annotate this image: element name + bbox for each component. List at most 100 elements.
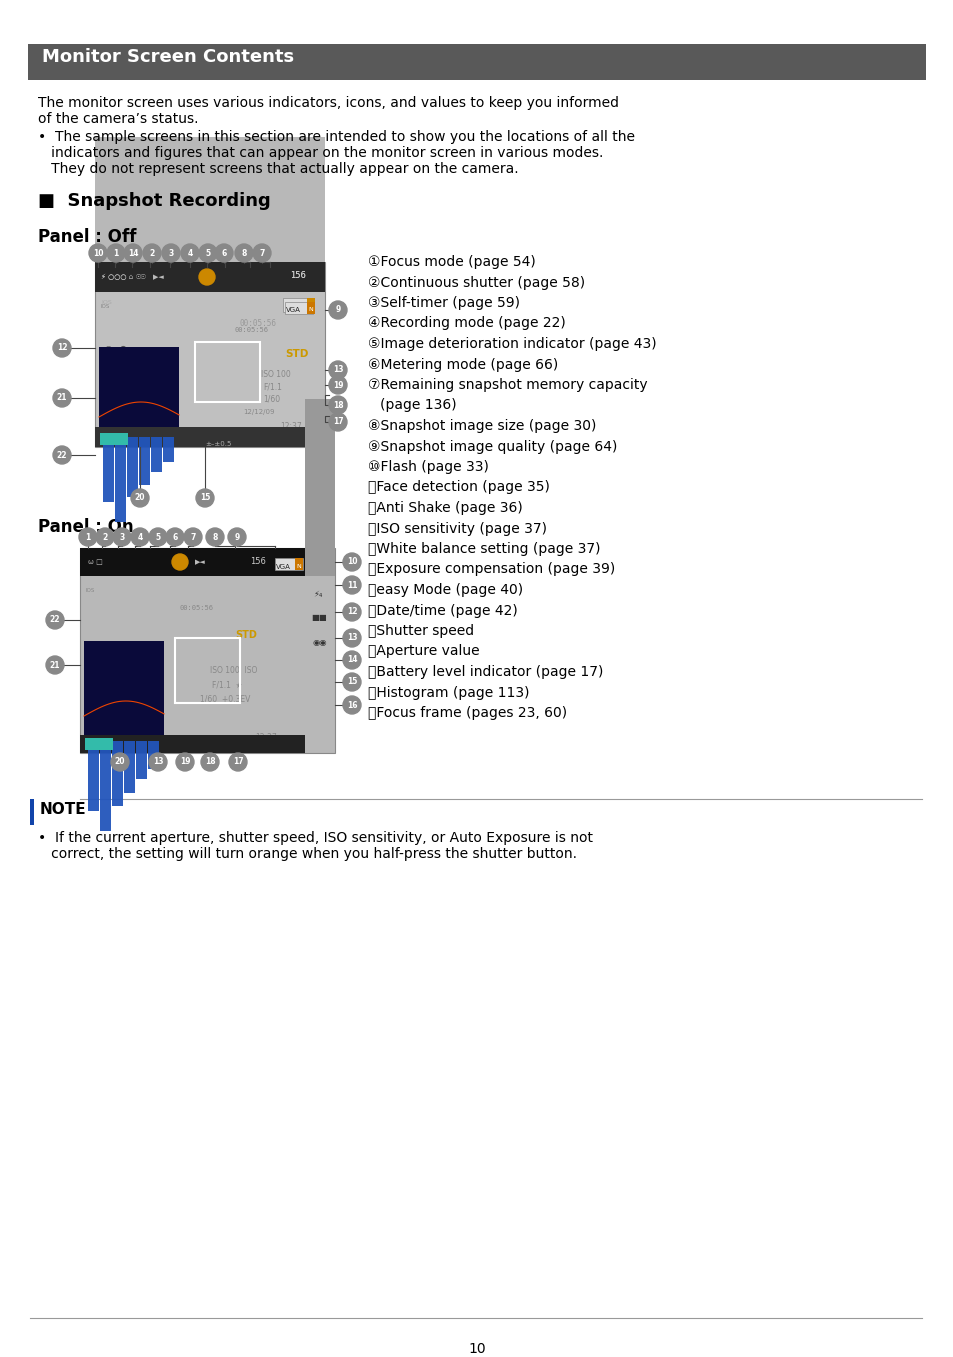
Circle shape xyxy=(172,554,188,570)
Text: ○—●: ○—● xyxy=(105,345,128,353)
Text: ⑮Exposure compensation (page 39): ⑮Exposure compensation (page 39) xyxy=(368,563,615,577)
Text: Panel : On: Panel : On xyxy=(38,518,133,536)
Text: 156: 156 xyxy=(250,558,266,566)
Circle shape xyxy=(79,528,97,546)
Circle shape xyxy=(89,244,107,262)
Circle shape xyxy=(206,528,224,546)
Text: •  The sample screens in this section are intended to show you the locations of : • The sample screens in this section are… xyxy=(38,130,635,144)
Text: 13: 13 xyxy=(333,365,343,375)
Text: Panel : Off: Panel : Off xyxy=(38,228,136,246)
Circle shape xyxy=(329,413,347,432)
Text: ⚡ ○○○ ⌂   ☉: ⚡ ○○○ ⌂ ☉ xyxy=(101,274,146,280)
Text: ISO 100: ISO 100 xyxy=(261,370,291,379)
Circle shape xyxy=(107,244,125,262)
Circle shape xyxy=(329,396,347,414)
Text: 6: 6 xyxy=(221,248,227,258)
Bar xyxy=(88,741,99,811)
Bar xyxy=(95,137,325,292)
Text: ⚡₄: ⚡₄ xyxy=(313,590,322,598)
Bar xyxy=(194,342,260,402)
Text: of the camera’s status.: of the camera’s status. xyxy=(38,113,198,126)
Text: 1: 1 xyxy=(85,532,91,541)
Text: 10: 10 xyxy=(468,1342,485,1356)
Text: 22: 22 xyxy=(50,616,60,624)
Text: 15: 15 xyxy=(199,494,210,502)
Text: 17: 17 xyxy=(233,757,243,767)
Circle shape xyxy=(199,269,214,285)
Text: 15: 15 xyxy=(347,677,356,687)
Circle shape xyxy=(214,244,233,262)
Bar xyxy=(84,641,164,741)
Circle shape xyxy=(253,244,271,262)
Text: 20: 20 xyxy=(134,494,145,502)
Text: 7: 7 xyxy=(259,248,264,258)
Circle shape xyxy=(329,361,347,379)
Text: ⑯easy Mode (page 40): ⑯easy Mode (page 40) xyxy=(368,584,522,597)
FancyBboxPatch shape xyxy=(294,558,303,570)
Text: 7: 7 xyxy=(190,532,195,541)
FancyBboxPatch shape xyxy=(28,43,925,80)
Bar xyxy=(99,347,179,437)
Circle shape xyxy=(228,528,246,546)
Text: 5: 5 xyxy=(155,532,160,541)
Text: IOS: IOS xyxy=(86,588,95,593)
Circle shape xyxy=(124,244,142,262)
Bar xyxy=(148,741,159,769)
Text: 1/60: 1/60 xyxy=(263,395,280,404)
Text: 19: 19 xyxy=(179,757,190,767)
FancyBboxPatch shape xyxy=(100,433,128,445)
Text: 10: 10 xyxy=(92,248,103,258)
Text: 22: 22 xyxy=(56,451,67,460)
Text: 9: 9 xyxy=(234,532,239,541)
Text: ◉◉: ◉◉ xyxy=(313,638,327,647)
Circle shape xyxy=(46,655,64,674)
Text: 20: 20 xyxy=(114,757,125,767)
Text: 6: 6 xyxy=(172,532,177,541)
Circle shape xyxy=(329,301,347,319)
Bar xyxy=(80,548,335,753)
Circle shape xyxy=(166,528,184,546)
Bar xyxy=(100,741,111,830)
Text: Monitor Screen Contents: Monitor Screen Contents xyxy=(42,47,294,66)
Bar xyxy=(136,741,147,779)
Circle shape xyxy=(343,630,360,647)
Circle shape xyxy=(343,651,360,669)
Text: ⑳Battery level indicator (page 17): ⑳Battery level indicator (page 17) xyxy=(368,665,602,678)
Text: 00:05:56: 00:05:56 xyxy=(234,327,269,332)
Text: 3: 3 xyxy=(168,248,173,258)
Circle shape xyxy=(112,528,131,546)
Circle shape xyxy=(53,339,71,357)
Circle shape xyxy=(201,753,219,771)
Circle shape xyxy=(96,528,113,546)
Text: ISO 100  ISO: ISO 100 ISO xyxy=(210,666,257,674)
Bar xyxy=(139,437,150,484)
Circle shape xyxy=(195,489,213,508)
Text: VGA: VGA xyxy=(286,307,300,313)
Text: STD: STD xyxy=(234,630,256,641)
Circle shape xyxy=(343,696,360,714)
Text: ⑰Date/time (page 42): ⑰Date/time (page 42) xyxy=(368,604,517,617)
Text: ⑥Metering mode (page 66): ⑥Metering mode (page 66) xyxy=(368,357,558,372)
Circle shape xyxy=(343,575,360,594)
Circle shape xyxy=(131,528,149,546)
Text: ⑲Aperture value: ⑲Aperture value xyxy=(368,645,479,658)
Text: F/1.1  ★: F/1.1 ★ xyxy=(212,680,242,689)
Text: ③Self-timer (page 59): ③Self-timer (page 59) xyxy=(368,296,519,309)
Text: ⑩Flash (page 33): ⑩Flash (page 33) xyxy=(368,460,488,474)
Bar xyxy=(95,262,325,292)
Bar xyxy=(174,638,240,703)
Text: IOS: IOS xyxy=(101,304,111,309)
Text: 4: 4 xyxy=(187,248,193,258)
Text: (page 136): (page 136) xyxy=(379,399,456,413)
Bar xyxy=(95,427,325,446)
Text: 156: 156 xyxy=(290,271,306,281)
Text: 12: 12 xyxy=(346,608,356,616)
Text: ⑴Histogram (page 113): ⑴Histogram (page 113) xyxy=(368,685,529,699)
Text: 21: 21 xyxy=(50,661,60,669)
Bar xyxy=(80,548,335,575)
Bar xyxy=(103,437,113,502)
Text: 12:37: 12:37 xyxy=(254,733,276,742)
Circle shape xyxy=(229,753,247,771)
Bar xyxy=(307,299,314,312)
Text: 12/12/09: 12/12/09 xyxy=(243,408,274,415)
